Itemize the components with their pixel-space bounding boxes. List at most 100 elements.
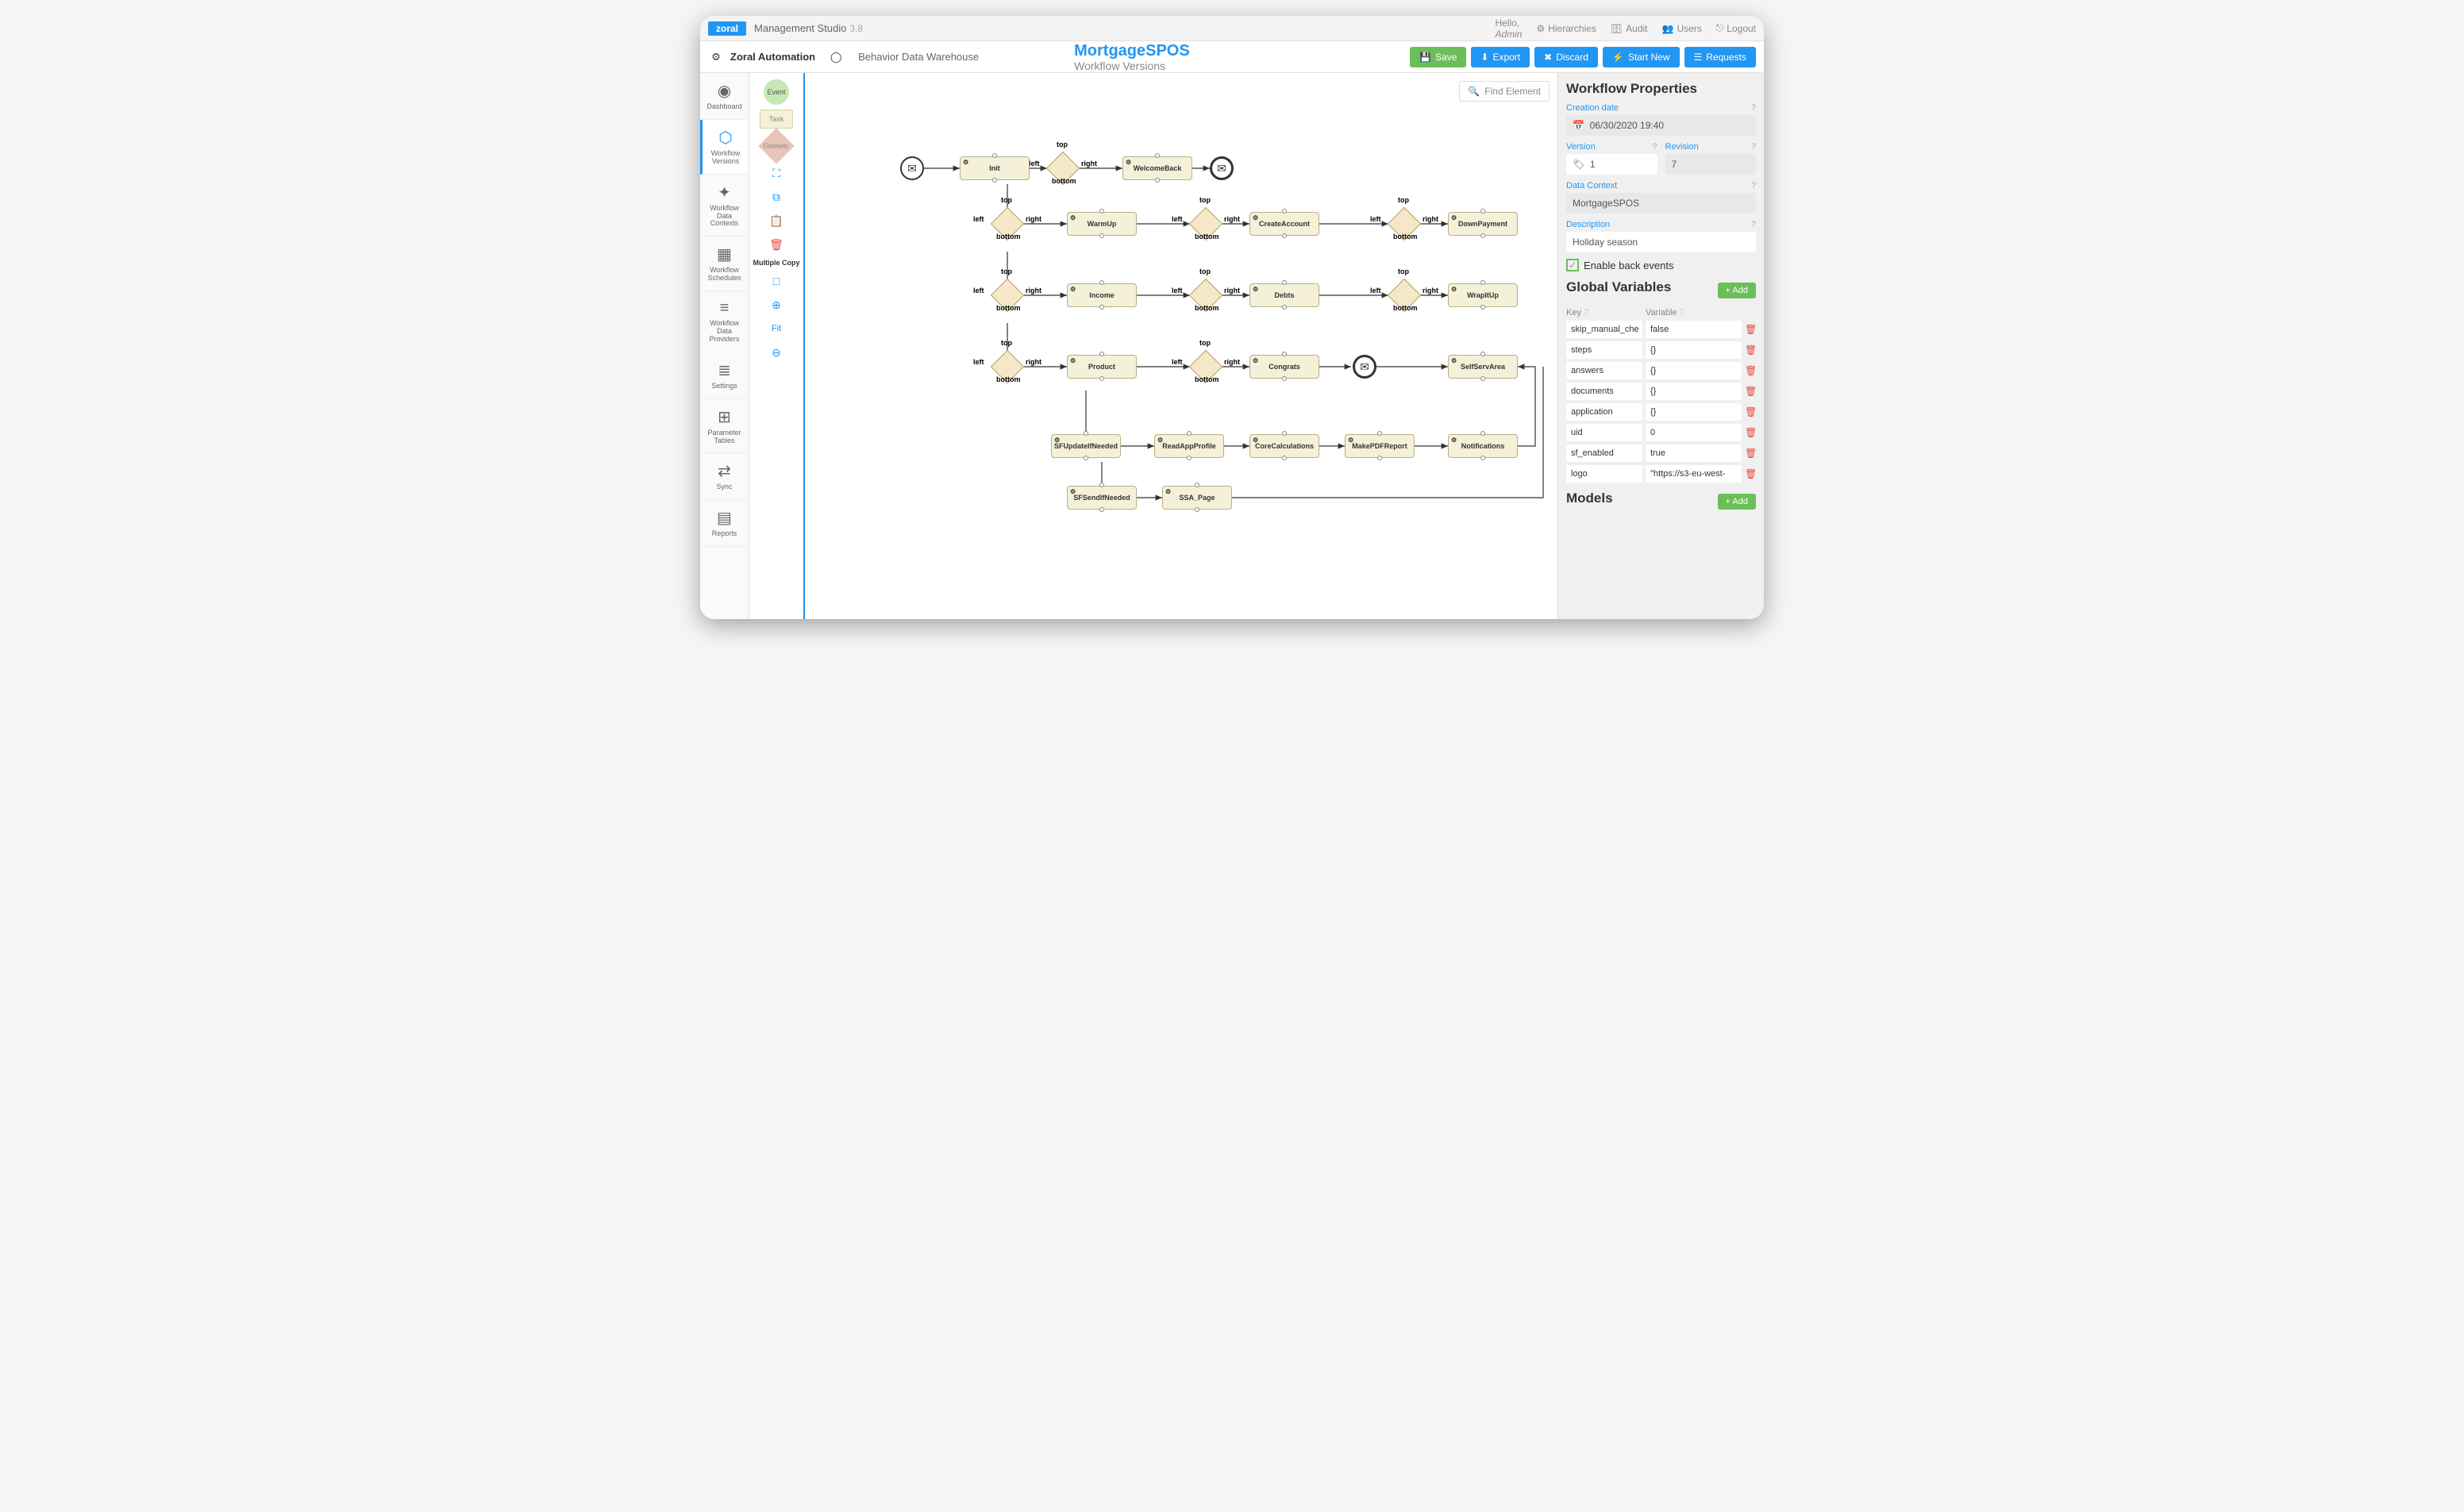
task-node[interactable]: ⚙Congrats (1249, 355, 1319, 379)
task-node[interactable]: ⚙MakePDFReport (1345, 434, 1415, 458)
task-node[interactable]: ⚙Income (1067, 283, 1137, 307)
delete-var-icon[interactable]: 🗑 (1745, 324, 1756, 335)
admin-link[interactable]: Admin (1495, 29, 1522, 40)
audit-link[interactable]: 🗄Audit (1611, 23, 1648, 34)
palette-task[interactable]: Task (760, 110, 793, 129)
help-icon[interactable]: ? (1751, 220, 1756, 229)
hierarchies-link[interactable]: ⚙Hierarchies (1536, 23, 1596, 34)
add-variable-button[interactable]: + Add (1718, 283, 1756, 298)
var-key[interactable]: steps (1566, 341, 1642, 359)
schedules-icon: ▦ (703, 244, 745, 264)
delete-var-icon[interactable]: 🗑 (1745, 386, 1756, 397)
logout-icon: ⎋ (1716, 22, 1724, 34)
palette-gateway[interactable]: Gateway (758, 128, 794, 164)
logout-link[interactable]: ⎋Logout (1716, 22, 1756, 34)
workflow-canvas[interactable]: ✉✉✉top bottom left righttop bottom left … (805, 73, 1557, 619)
task-node[interactable]: ⚙WelcomeBack (1122, 156, 1192, 180)
version-label: Version (1566, 142, 1596, 152)
delete-var-icon[interactable]: 🗑 (1745, 344, 1756, 356)
var-key[interactable]: logo (1566, 465, 1642, 483)
task-node[interactable]: ⚙Debts (1249, 283, 1319, 307)
zoom-out-icon[interactable]: ⊖ (767, 343, 786, 362)
task-node[interactable]: ⚙SFSendIfNeeded (1067, 486, 1137, 510)
sidenav-item-paramtables[interactable]: ⊞Parameter Tables (700, 399, 749, 454)
versions-icon: ⬡ (706, 128, 745, 148)
sitemap-icon: ⚙ (1536, 23, 1545, 34)
event-node[interactable]: ✉ (900, 156, 924, 180)
trash-icon[interactable]: 🗑 (767, 235, 786, 254)
paramtables-icon: ⊞ (703, 407, 745, 427)
task-node[interactable]: ⚙Product (1067, 355, 1137, 379)
copy-icon[interactable]: ⧉ (767, 187, 786, 206)
gear-icon: ⚙ (1348, 437, 1353, 444)
gear-icon: ⚙ (1157, 437, 1163, 444)
version-field[interactable]: 🏷 1 (1566, 154, 1657, 175)
help-icon[interactable]: ? (1751, 142, 1756, 152)
task-node[interactable]: ⚙Init (960, 156, 1030, 180)
task-node[interactable]: ⚙ReadAppProfile (1154, 434, 1224, 458)
task-node[interactable]: ⚙SFUpdateIfNeeded (1051, 434, 1121, 458)
sidenav-item-settings[interactable]: ≣Settings (700, 352, 749, 399)
var-key[interactable]: documents (1566, 383, 1642, 400)
start-new-button[interactable]: ⚡Start New (1603, 47, 1680, 67)
var-value[interactable]: {} (1646, 403, 1742, 421)
task-node[interactable]: ⚙Notifications (1448, 434, 1518, 458)
delete-var-icon[interactable]: 🗑 (1745, 365, 1756, 376)
help-icon[interactable]: ? (1652, 142, 1657, 152)
var-value[interactable]: {} (1646, 341, 1742, 359)
reports-icon: ▤ (703, 508, 745, 528)
topbar-title: Management Studio (754, 22, 846, 34)
var-value[interactable]: 0 (1646, 424, 1742, 441)
help-icon[interactable]: ? (1751, 181, 1756, 190)
users-link[interactable]: 👥Users (1662, 23, 1702, 34)
palette-event[interactable]: Event (764, 79, 789, 105)
task-node[interactable]: ⚙SSA_Page (1162, 486, 1232, 510)
fit-button[interactable]: Fit (767, 319, 786, 338)
delete-var-icon[interactable]: 🗑 (1745, 427, 1756, 438)
sidenav-item-dashboard[interactable]: ◉Dashboard (700, 73, 749, 120)
zoom-in-icon[interactable]: ⊕ (767, 295, 786, 314)
sidenav-item-providers[interactable]: ≡Workflow Data Providers (700, 291, 749, 352)
save-button[interactable]: 💾Save (1410, 47, 1466, 67)
square-icon[interactable]: □ (767, 271, 786, 290)
expand-icon[interactable]: ⛶ (767, 164, 786, 183)
task-node[interactable]: ⚙WrapItUp (1448, 283, 1518, 307)
task-node[interactable]: ⚙SelfServArea (1448, 355, 1518, 379)
var-key[interactable]: application (1566, 403, 1642, 421)
enable-back-checkbox[interactable]: ✓ Enable back events (1566, 259, 1756, 271)
description-field[interactable]: Holiday season (1566, 232, 1756, 252)
paste-icon[interactable]: 📋 (767, 211, 786, 230)
sidenav-item-schedules[interactable]: ▦Workflow Schedules (700, 237, 749, 291)
sidenav-item-contexts[interactable]: ✦Workflow Data Contexts (700, 175, 749, 237)
export-button[interactable]: ⬇Export (1471, 47, 1530, 67)
gear-icon: ⚙ (1253, 286, 1258, 293)
event-node[interactable]: ✉ (1210, 156, 1234, 180)
task-node[interactable]: ⚙WarmUp (1067, 212, 1137, 236)
add-model-button[interactable]: + Add (1718, 494, 1756, 510)
var-key[interactable]: answers (1566, 362, 1642, 379)
var-value[interactable]: "https://s3-eu-west- (1646, 465, 1742, 483)
task-node[interactable]: ⚙CreateAccount (1249, 212, 1319, 236)
sidenav-item-sync[interactable]: ⇄Sync (700, 453, 749, 500)
revision-field: 7 (1665, 154, 1757, 175)
help-icon[interactable]: ? (1751, 103, 1756, 113)
var-key[interactable]: skip_manual_che (1566, 321, 1642, 338)
delete-var-icon[interactable]: 🗑 (1745, 448, 1756, 459)
requests-button[interactable]: ☰Requests (1684, 47, 1756, 67)
var-value[interactable]: true (1646, 444, 1742, 462)
task-node[interactable]: ⚙DownPayment (1448, 212, 1518, 236)
topbar-version: 3.8 (849, 23, 863, 34)
var-value[interactable]: {} (1646, 383, 1742, 400)
var-value[interactable]: {} (1646, 362, 1742, 379)
discard-button[interactable]: ✖Discard (1534, 47, 1598, 67)
event-node[interactable]: ✉ (1353, 355, 1376, 379)
delete-var-icon[interactable]: 🗑 (1745, 406, 1756, 417)
var-key[interactable]: sf_enabled (1566, 444, 1642, 462)
sidenav-item-versions[interactable]: ⬡Workflow Versions (700, 120, 749, 175)
canvas-container[interactable]: 🔍 Find Element ✉✉✉top bottom left rightt… (805, 73, 1557, 619)
task-node[interactable]: ⚙CoreCalculations (1249, 434, 1319, 458)
var-key[interactable]: uid (1566, 424, 1642, 441)
sidenav-item-reports[interactable]: ▤Reports (700, 500, 749, 547)
delete-var-icon[interactable]: 🗑 (1745, 468, 1756, 479)
var-value[interactable]: false (1646, 321, 1742, 338)
